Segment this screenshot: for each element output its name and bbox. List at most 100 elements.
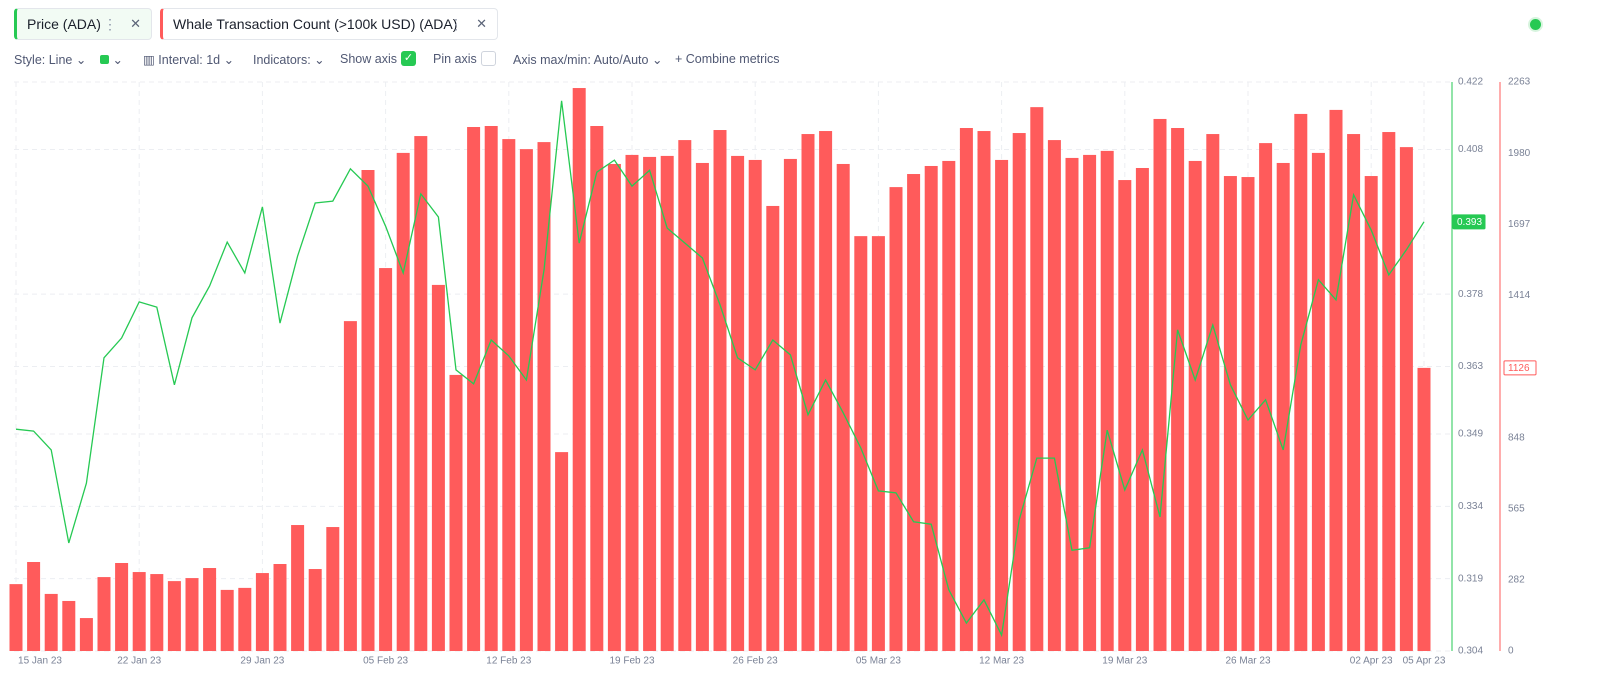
bar <box>27 561 41 651</box>
bar <box>9 584 23 651</box>
y2-tick-label: 1414 <box>1508 290 1531 301</box>
y-tick-label: 0.422 <box>1458 77 1483 88</box>
bar <box>1206 134 1220 651</box>
bar <box>203 568 217 651</box>
x-tick-label: 05 Mar 23 <box>856 656 901 667</box>
bar <box>1241 177 1255 652</box>
bar <box>326 527 340 651</box>
bar <box>1347 134 1361 651</box>
color-select[interactable]: ⌄ <box>100 52 123 67</box>
x-tick-label: 26 Mar 23 <box>1225 656 1270 667</box>
combine-button[interactable]: + Combine metrics <box>675 52 780 66</box>
pin-axis-label: Pin axis <box>433 52 477 66</box>
bar <box>379 268 393 651</box>
bar <box>1399 147 1413 652</box>
metric-tab[interactable]: Price (ADA) ⋮ ✕ <box>14 8 152 40</box>
bar <box>1276 162 1290 651</box>
bar <box>995 159 1009 652</box>
bar <box>273 564 287 651</box>
bar <box>871 236 885 651</box>
bar <box>97 577 111 651</box>
bar <box>255 573 269 651</box>
x-tick-label: 22 Jan 23 <box>117 656 161 667</box>
bar <box>1259 143 1273 651</box>
axis-select[interactable]: Axis max/min: Auto/Auto ⌄ <box>513 53 663 67</box>
bar <box>801 134 815 651</box>
close-icon[interactable]: ✕ <box>476 16 487 31</box>
bar <box>502 139 516 652</box>
tab-label: Whale Transaction Count (>100k USD) (ADA… <box>173 16 458 32</box>
x-tick-label: 05 Feb 23 <box>363 656 408 667</box>
label: Axis max/min: Auto/Auto <box>513 53 649 67</box>
interval-select[interactable]: ▥ Interval: 1d ⌄ <box>143 53 235 67</box>
bar <box>449 374 463 651</box>
bar <box>396 152 410 651</box>
bar <box>572 88 586 651</box>
bar <box>1118 180 1132 651</box>
last-value-label: 0.393 <box>1457 217 1482 228</box>
bar <box>1171 128 1185 651</box>
y2-tick-label: 0 <box>1508 646 1514 657</box>
bar <box>220 589 234 651</box>
x-tick-label: 12 Feb 23 <box>486 656 531 667</box>
bar <box>625 154 639 651</box>
y2-tick-label: 2263 <box>1508 77 1531 88</box>
menu-icon[interactable]: ⋮ <box>103 15 117 32</box>
y2-tick-label: 848 <box>1508 432 1525 443</box>
bar <box>1294 113 1308 652</box>
metric-tab[interactable]: Whale Transaction Count (>100k USD) (ADA… <box>160 8 498 40</box>
show-axis-checkbox[interactable]: ✓ <box>401 51 416 66</box>
bar <box>150 574 164 651</box>
bar <box>1012 133 1026 652</box>
y-tick-label: 0.349 <box>1458 429 1483 440</box>
y-tick-label: 0.319 <box>1458 573 1483 584</box>
label: Interval: 1d <box>158 53 221 67</box>
bar <box>748 159 762 652</box>
last-value-badge <box>1503 360 1537 376</box>
bar <box>537 142 551 651</box>
bar <box>308 569 322 651</box>
bar <box>1065 157 1079 651</box>
bar <box>79 618 93 651</box>
bar <box>414 136 428 651</box>
x-tick-label: 15 Jan 23 <box>18 656 62 667</box>
bar <box>167 581 181 651</box>
x-tick-label: 19 Mar 23 <box>1102 656 1147 667</box>
indicators-select[interactable]: Indicators: ⌄ <box>253 53 325 67</box>
bar <box>115 562 129 651</box>
x-tick-label: 19 Feb 23 <box>609 656 654 667</box>
menu-icon[interactable]: ⋮ <box>449 15 463 32</box>
bar <box>907 174 921 651</box>
bar <box>132 572 146 651</box>
y-tick-label: 0.408 <box>1458 144 1483 155</box>
style-select[interactable]: Style: Line ⌄ <box>14 53 87 67</box>
bar <box>519 149 533 651</box>
bar <box>713 130 727 652</box>
label: Style: Line <box>14 53 73 67</box>
bar <box>977 131 991 652</box>
bar <box>291 525 305 651</box>
bar <box>1030 107 1044 651</box>
bar <box>783 158 797 652</box>
bar <box>1083 154 1097 651</box>
bar <box>1382 132 1396 652</box>
bar <box>431 284 445 651</box>
bar <box>1364 176 1378 652</box>
bar <box>1135 167 1149 652</box>
last-value-badge <box>1452 214 1486 230</box>
y2-tick-label: 1980 <box>1508 148 1531 159</box>
bar <box>555 452 569 651</box>
bar <box>819 131 833 652</box>
bar <box>889 187 903 651</box>
x-tick-label: 02 Apr 23 <box>1350 656 1393 667</box>
pin-axis-checkbox[interactable] <box>481 51 496 66</box>
y-tick-label: 0.304 <box>1458 646 1483 657</box>
close-icon[interactable]: ✕ <box>130 16 141 31</box>
bar <box>660 155 674 651</box>
y2-tick-label: 565 <box>1508 504 1525 515</box>
x-tick-label: 05 Apr 23 <box>1403 656 1446 667</box>
bar <box>643 156 657 651</box>
bar <box>185 578 199 651</box>
bar <box>678 140 692 651</box>
bar <box>1311 152 1325 651</box>
